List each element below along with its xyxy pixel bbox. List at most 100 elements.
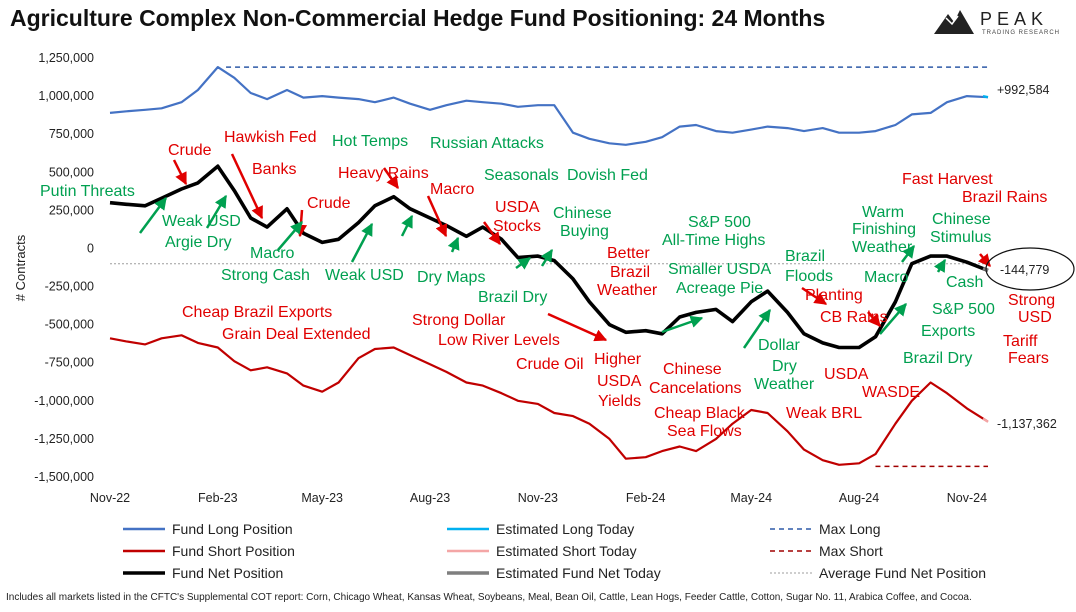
annotation-label: Dry: [772, 358, 797, 375]
annotation-label: Floods: [785, 268, 833, 285]
annotation-label: Brazil: [610, 264, 650, 281]
legend-label: Fund Short Position: [172, 543, 295, 559]
annotation-label: Weak USD: [325, 267, 404, 284]
y-tick-label: -1,500,000: [34, 470, 94, 484]
y-tick-label: 1,250,000: [38, 51, 94, 65]
chart-area: # Contracts 1,250,000 1,000,000 750,000 500…: [13, 51, 1075, 581]
annotation-label: Crude: [307, 195, 351, 212]
short-end-label: -1,137,362: [997, 417, 1057, 431]
annotation-label: Argie Dry: [165, 234, 232, 251]
x-tick-label: Feb-24: [626, 491, 666, 505]
annotation-arrow: [447, 236, 460, 253]
annotation-label: Dry Maps: [417, 269, 485, 286]
annotation-label: USDA: [495, 199, 540, 216]
annotation-label: Brazil Rains: [962, 189, 1047, 206]
annotation-label: Dollar: [758, 337, 800, 354]
y-tick-label: -500,000: [45, 318, 94, 332]
annotation-label: Better: [607, 245, 650, 262]
legend-label: Estimated Short Today: [496, 543, 637, 559]
y-axis-label: # Contracts: [13, 234, 28, 301]
logo-subtitle: TRADING RESEARCH: [982, 30, 1060, 36]
legend-label: Estimated Fund Net Today: [496, 565, 661, 581]
estimated-short-segment: [982, 417, 989, 423]
annotation-label: Crude Oil: [516, 356, 584, 373]
annotation-label: Fears: [1008, 350, 1049, 367]
annotation-label: All-Time Highs: [662, 232, 765, 249]
annotation-label: Smaller USDA: [668, 261, 771, 278]
annotation-label: USDA: [824, 366, 869, 383]
annotation-label: Brazil: [785, 248, 825, 265]
annotation-arrow: [901, 245, 915, 263]
estimated-long-segment: [982, 95, 989, 99]
legend-label: Estimated Long Today: [496, 521, 634, 537]
annotation-label: Weather: [852, 239, 913, 256]
annotation-label: Brazil Dry: [903, 350, 972, 367]
annotation-label: Tariff: [1003, 333, 1038, 350]
footnote: Includes all markets listed in the CFTC'…: [6, 592, 972, 603]
net-end-label: -144,779: [1000, 263, 1049, 277]
annotation-arrow: [400, 214, 414, 237]
x-tick-label: Nov-22: [90, 491, 130, 505]
peak-logo: PEAK TRADING RESEARCH: [934, 9, 1060, 36]
legend-label: Max Long: [819, 521, 880, 537]
y-tick-label: 0: [87, 241, 94, 255]
legend-label: Average Fund Net Position: [819, 565, 986, 581]
annotation-label: Stimulus: [930, 229, 991, 246]
annotation-label: Higher: [594, 351, 642, 368]
annotation-label: Strong: [1008, 292, 1055, 309]
annotation-arrow: [540, 248, 554, 267]
annotation-label: USDA: [597, 373, 642, 390]
annotation-arrow: [230, 153, 264, 220]
annotation-arrow: [172, 159, 188, 186]
y-tick-label: -750,000: [45, 356, 94, 370]
long-end-label: +992,584: [997, 83, 1050, 97]
x-tick-label: Aug-23: [410, 491, 450, 505]
logo-word: PEAK: [980, 9, 1048, 29]
annotation-label: Macro: [864, 269, 909, 286]
annotation-label: Hot Temps: [332, 133, 408, 150]
x-tick-label: Feb-23: [198, 491, 238, 505]
annotation-arrow: [277, 221, 303, 251]
annotation-label: Chinese: [553, 205, 612, 222]
annotation-label: Weather: [597, 282, 658, 299]
annotation-arrow: [867, 311, 881, 327]
x-tick-label: May-24: [730, 491, 772, 505]
annotation-arrow: [933, 258, 947, 273]
annotation-label: Cheap Brazil Exports: [182, 304, 332, 321]
annotation-label: Dovish Fed: [567, 167, 648, 184]
annotation-arrow: [350, 222, 374, 263]
annotation-label: Weather: [754, 376, 815, 393]
chart-title: Agriculture Complex Non-Commercial Hedge…: [10, 5, 826, 31]
annotation-label: S&P 500: [688, 214, 751, 231]
annotation-arrow: [382, 167, 400, 190]
annotation-label: Putin Threats: [40, 183, 135, 200]
annotation-label: CB Rains: [820, 309, 888, 326]
x-tick-label: Nov-23: [518, 491, 558, 505]
annotation-arrow: [879, 303, 907, 335]
x-tick-label: Nov-24: [947, 491, 987, 505]
y-tick-label: -1,250,000: [34, 432, 94, 446]
y-tick-label: 1,000,000: [38, 89, 94, 103]
y-tick-label: -250,000: [45, 280, 94, 294]
y-tick-label: 500,000: [49, 165, 94, 179]
annotation-arrow: [977, 253, 991, 267]
annotation-arrow: [138, 196, 168, 234]
x-tick-label: May-23: [301, 491, 343, 505]
x-tick-label: Aug-24: [839, 491, 879, 505]
annotation-label: Fast Harvest: [902, 171, 993, 188]
annotation-arrow: [661, 315, 704, 334]
legend-label: Fund Long Position: [172, 521, 293, 537]
annotation-label: Exports: [921, 323, 975, 340]
annotation-label: Crude: [168, 142, 212, 159]
annotation-label: Strong Cash: [221, 267, 310, 284]
annotation-arrow: [515, 256, 532, 270]
y-tick-label: -1,000,000: [34, 394, 94, 408]
annotation-label: S&P 500: [932, 301, 995, 318]
annotation-label: Low River Levels: [438, 332, 560, 349]
annotation-label: Heavy Rains: [338, 165, 429, 182]
mountain-icon: [934, 10, 974, 34]
annotation-label: Cheap Black: [654, 405, 746, 422]
annotation-label: WASDE: [862, 384, 920, 401]
annotation-label: Hawkish Fed: [224, 129, 316, 146]
annotation-label: Acreage Pie: [676, 280, 763, 297]
